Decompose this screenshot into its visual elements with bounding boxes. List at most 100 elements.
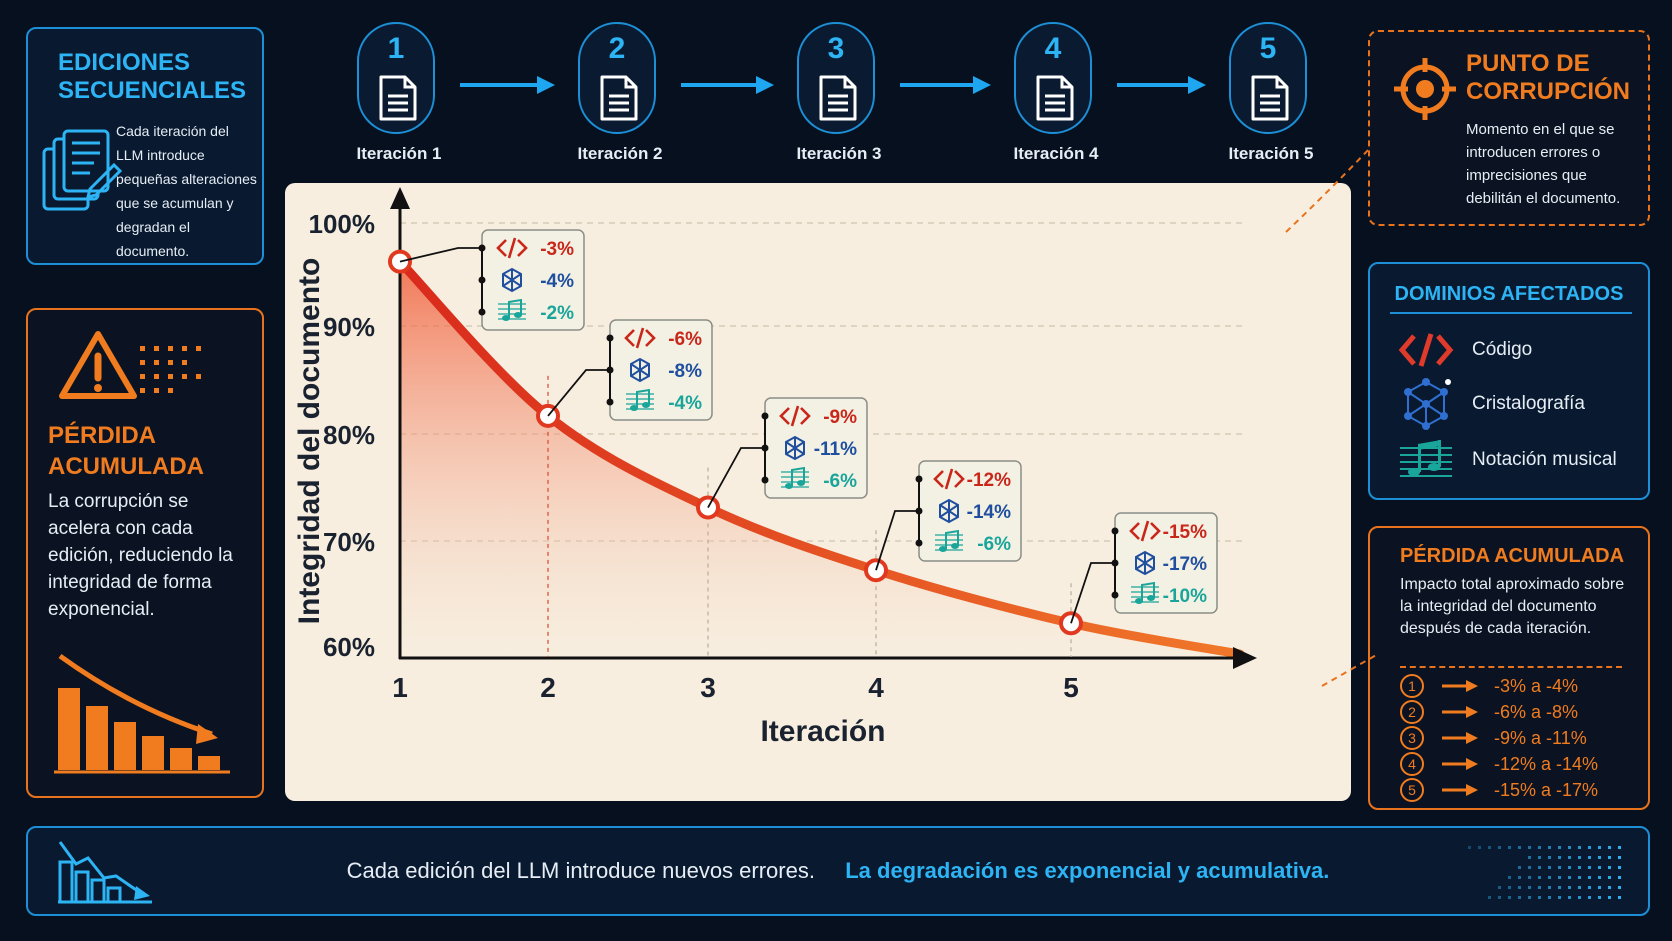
iteration-pill: 3 Iteración 3 xyxy=(796,22,882,163)
callout-dot xyxy=(478,308,486,316)
crystal-lattice-icon xyxy=(502,267,522,293)
callout-value: -6% xyxy=(823,471,857,492)
footer-dot xyxy=(1598,886,1601,889)
footer-dot xyxy=(1518,846,1521,849)
callout-value: -6% xyxy=(977,534,1011,555)
footer-dot xyxy=(1608,886,1611,889)
footer-dot xyxy=(1518,896,1521,899)
footer-dot xyxy=(1618,896,1621,899)
footer-dot xyxy=(1518,886,1521,889)
footer-dot xyxy=(1568,846,1571,849)
target-icon xyxy=(1394,58,1456,120)
footer-dot xyxy=(1548,896,1551,899)
integrity-chart: 100% 90% 80% 70% 60% 1 2 3 4 5 Iteración Integrida… xyxy=(293,187,1257,748)
crystal-lattice-icon xyxy=(785,435,805,461)
footer-dot xyxy=(1508,876,1511,879)
step-arrow-icon xyxy=(1117,75,1206,100)
chart-area: 100% 90% 80% 70% 60% 1 2 3 4 5 Iteración Integrida… xyxy=(285,183,1351,801)
footer-dot xyxy=(1548,846,1551,849)
footer-dot xyxy=(1598,876,1601,879)
callout-box: -12% -14% -6% xyxy=(875,460,1022,571)
affected-domains-divider xyxy=(1390,312,1632,314)
x-tick-label: 5 xyxy=(1063,672,1079,703)
footer-dot xyxy=(1498,846,1501,849)
footer-dot xyxy=(1538,896,1541,899)
footer-dot xyxy=(1588,866,1591,869)
corruption-point-title: PUNTO DE CORRUPCIÓN xyxy=(1466,50,1631,105)
cumulative-loss-right-panel: PÉRDIDA ACUMULADA Impacto total aproxima… xyxy=(1368,526,1650,810)
footer-dot xyxy=(1618,846,1621,849)
footer-dot xyxy=(1578,886,1581,889)
iteration-step-4: 4 Iteración 4 xyxy=(1013,22,1099,163)
footer-dot xyxy=(1598,866,1601,869)
footer-message: Cada edición del LLM introduce nuevos er… xyxy=(28,858,1648,884)
footer-dot xyxy=(1618,856,1621,859)
footer-dot xyxy=(1518,866,1521,869)
callout-dot xyxy=(478,276,486,284)
footer-dot xyxy=(1588,876,1591,879)
callout-leader xyxy=(875,510,919,571)
footer-dot xyxy=(1588,856,1591,859)
domain-crystallography-label: Cristalografía xyxy=(1472,393,1585,414)
document-icon xyxy=(600,75,638,121)
iteration-pill: 1 Iteración 1 xyxy=(356,22,442,163)
integrity-curve xyxy=(395,257,1245,659)
iteration-pill: 2 Iteración 2 xyxy=(577,22,663,163)
domain-code: Código xyxy=(1398,330,1532,370)
y-tick-label: 70% xyxy=(323,527,375,557)
cumulative-loss-right-text: Impacto total aproximado sobre la integr… xyxy=(1400,576,1625,637)
iteration-label: Iteración 5 xyxy=(1228,144,1314,163)
iteration-pill: 5 Iteración 5 xyxy=(1228,22,1314,163)
iteration-step-5: 5 Iteración 5 xyxy=(1228,22,1314,163)
footer-dot xyxy=(1478,846,1481,849)
document-icon xyxy=(1036,75,1074,121)
callout-value: -2% xyxy=(540,303,574,324)
callout-dot xyxy=(761,412,769,420)
footer-dot xyxy=(1528,866,1531,869)
music-notes-icon xyxy=(498,298,526,321)
footer-dot xyxy=(1618,886,1621,889)
loss-row-range: -6% a -8% xyxy=(1494,701,1579,722)
code-icon xyxy=(496,237,528,259)
footer-dot xyxy=(1498,896,1501,899)
iteration-label: Iteración 4 xyxy=(1013,144,1099,163)
crystal-lattice-icon xyxy=(630,357,650,383)
footer-dot xyxy=(1568,866,1571,869)
x-axis-arrow xyxy=(1233,647,1257,669)
footer-dot xyxy=(1558,866,1561,869)
domain-code-label: Código xyxy=(1472,339,1533,360)
footer-dot xyxy=(1578,866,1581,869)
music-notes-icon xyxy=(626,388,654,411)
warning-icon xyxy=(59,331,137,399)
x-axis-label: Iteración xyxy=(760,715,885,748)
iteration-number: 5 xyxy=(1259,32,1277,65)
loss-row-number: 4 xyxy=(1400,752,1424,776)
callout-value: -17% xyxy=(1163,554,1207,575)
iteration-number: 1 xyxy=(387,32,405,65)
arrow-right-icon xyxy=(1442,680,1478,692)
footer-dot xyxy=(1508,896,1511,899)
callout-dot xyxy=(1111,591,1119,599)
music-notes-icon xyxy=(935,529,963,552)
footer-dot xyxy=(1608,896,1611,899)
affected-domains-panel: DOMINIOS AFECTADOS Código Cristalografía xyxy=(1368,262,1650,500)
footer-dot xyxy=(1588,886,1591,889)
x-tick-label: 3 xyxy=(700,672,716,703)
dots-pattern-footer-icon xyxy=(1468,846,1621,899)
footer-dot xyxy=(1488,846,1491,849)
crystal-lattice-icon xyxy=(1404,378,1451,430)
cumulative-loss-left-text: La corrupción se acelera con cada edició… xyxy=(48,491,233,620)
callout-dot xyxy=(761,476,769,484)
code-icon xyxy=(933,468,965,490)
cumulative-loss-left-title: PÉRDIDA ACUMULADA xyxy=(48,422,204,480)
footer-dot xyxy=(1608,846,1611,849)
footer-dot xyxy=(1528,886,1531,889)
music-notes-icon xyxy=(1131,581,1159,604)
callout-value: -10% xyxy=(1163,586,1207,607)
domain-music-label: Notación musical xyxy=(1472,449,1617,470)
footer-dot xyxy=(1578,896,1581,899)
loss-row-range: -3% a -4% xyxy=(1494,675,1579,696)
callout-value: -11% xyxy=(814,439,857,460)
step-arrow-icon xyxy=(900,75,991,100)
footer-dot xyxy=(1538,846,1541,849)
